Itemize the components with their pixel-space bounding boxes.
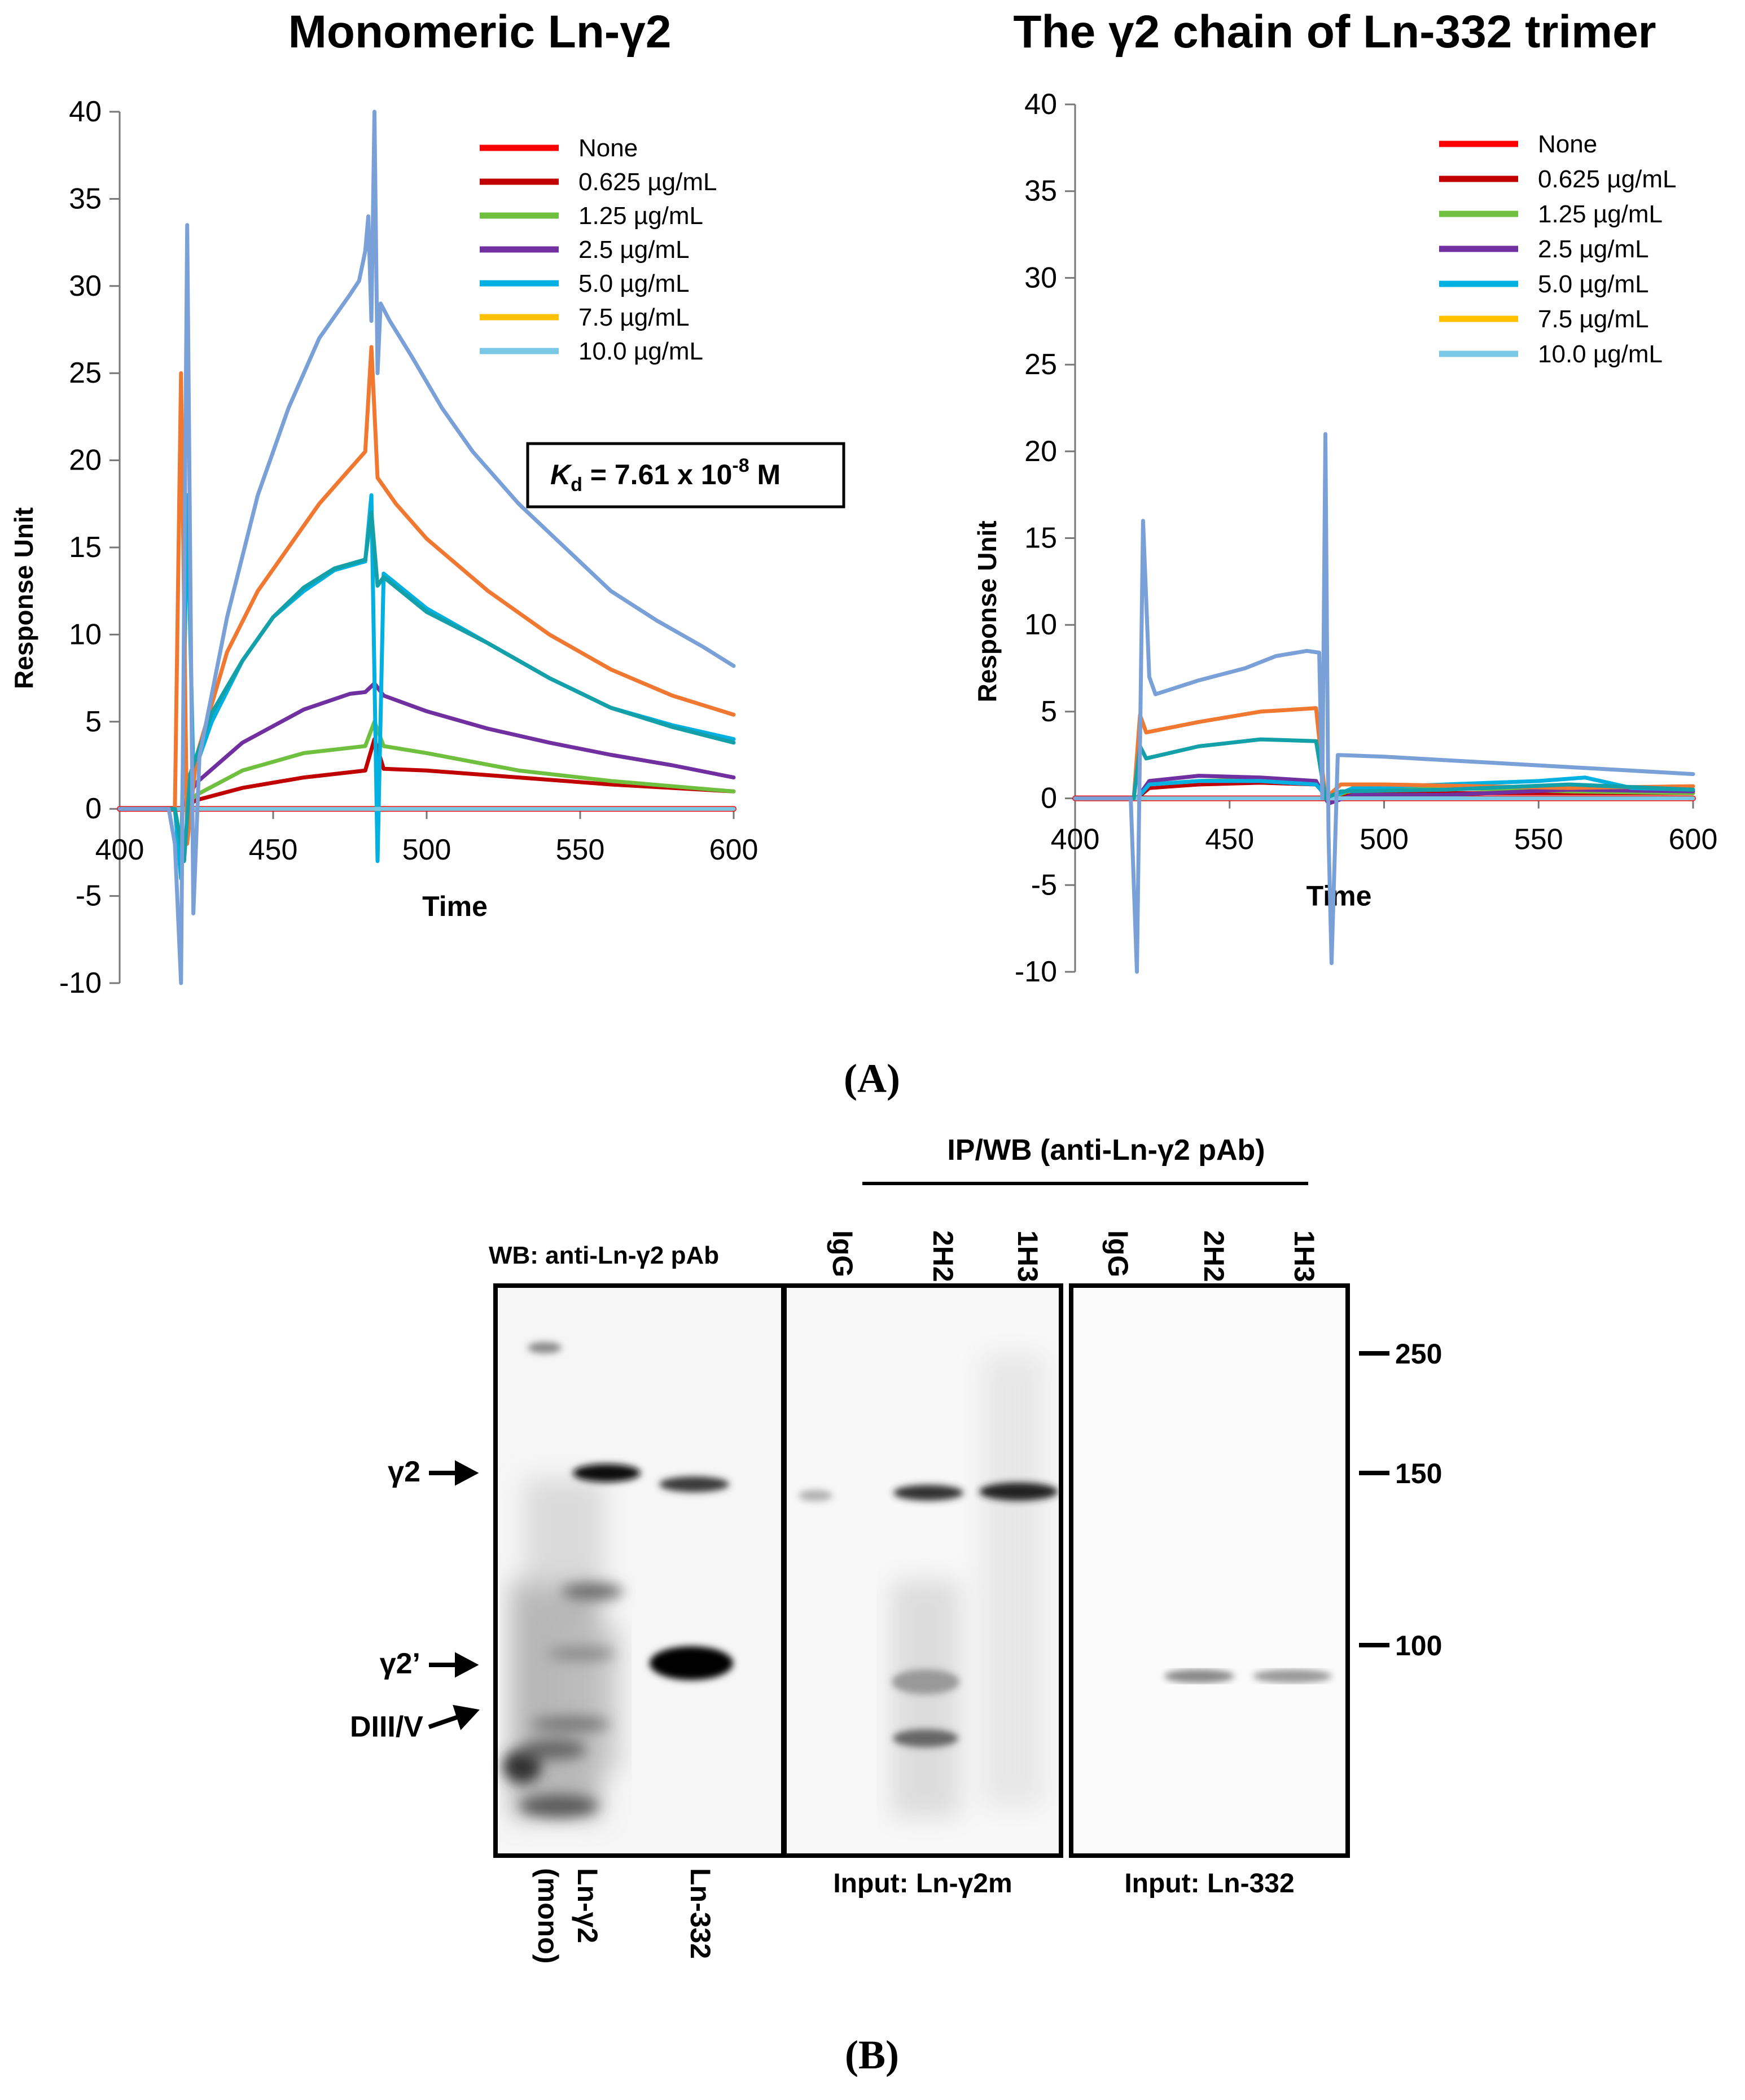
x-tick-label: 400	[95, 834, 144, 866]
x-tick-label: 450	[249, 834, 298, 866]
y-tick-label: 20	[1024, 435, 1057, 468]
legend-label-6: 10.0 µg/mL	[578, 337, 703, 365]
y-tick-label: 10	[1024, 608, 1057, 641]
y-tick-label: 40	[69, 95, 102, 128]
legend-label-3: 2.5 µg/mL	[1538, 235, 1649, 263]
x-tick-label: 550	[556, 834, 605, 866]
y-tick-label: 35	[1024, 175, 1057, 208]
series-line-7	[117, 345, 736, 846]
legend-label-2: 1.25 µg/mL	[1538, 200, 1663, 228]
mw-label-100: 100	[1395, 1630, 1443, 1661]
x-axis-title: Time	[1306, 880, 1372, 912]
x-tick-label: 500	[402, 834, 451, 866]
x-tick-label: 450	[1205, 823, 1254, 856]
chart-right-plot: -10 -5 0 5 10 15 20 25 30 35 40 400 450 500 550 600 Time…	[972, 88, 1718, 988]
blot-right	[1069, 1283, 1350, 1858]
legend-label-2: 1.25 µg/mL	[578, 202, 703, 230]
y-tick-label: -10	[59, 967, 102, 999]
x-tick-label: 400	[1051, 823, 1100, 856]
panel-b-label: (B)	[845, 2032, 899, 2077]
input-label-right: Input: Ln-332	[1124, 1869, 1295, 1899]
x-tick-label: 600	[1669, 823, 1718, 856]
y-tick-label: 30	[69, 270, 102, 302]
y-tick-label: 5	[85, 705, 102, 738]
y-tick-label: 20	[69, 444, 102, 477]
x-tick-label: 550	[1514, 823, 1563, 856]
x-tick-label: 500	[1360, 823, 1409, 856]
blot-left	[493, 1283, 786, 1858]
series-line-1	[117, 737, 736, 811]
band-arrows	[428, 1460, 480, 1730]
western-blot-panel: IP/WB (anti-Ln-γ2 pAb) WB: anti-Ln-γ2 pA…	[0, 1117, 1745, 2100]
series-line-9	[117, 109, 736, 985]
lane-label-mono: (mono)	[532, 1868, 564, 1964]
y-tick-label: 40	[1024, 88, 1057, 121]
x-tick-label: 600	[709, 834, 758, 866]
x-axis-title: Time	[422, 891, 488, 922]
legend-label-3: 2.5 µg/mL	[578, 236, 690, 264]
y-tick-label: 35	[69, 182, 102, 215]
legend-label-5: 7.5 µg/mL	[1538, 305, 1649, 333]
legend-label-4: 5.0 µg/mL	[1538, 270, 1649, 298]
kd-annotation-box	[526, 442, 845, 508]
mw-ticks	[1359, 1351, 1389, 1647]
y-tick-label: 10	[69, 618, 102, 651]
y-tick-label: 5	[1041, 695, 1057, 728]
legend-label-1: 0.625 µg/mL	[1538, 165, 1677, 193]
y-tick-label: 15	[1024, 522, 1057, 555]
y-tick-label: 0	[85, 792, 102, 825]
y-tick-label: -10	[1015, 955, 1057, 988]
panel-a-label: (A)	[844, 1056, 900, 1101]
band-label-g2: γ2	[388, 1455, 420, 1488]
mw-label-150: 150	[1395, 1458, 1443, 1489]
chart-monomeric: Monomeric Ln-γ2 -10 -5 0 5 10 15 20 25 30 35 40 400…	[0, 0, 880, 1027]
lane-label-ln332: Ln-332	[685, 1868, 716, 1959]
legend-label-0: None	[578, 134, 638, 162]
y-tick-label: 30	[1024, 261, 1057, 294]
y-tick-label: 25	[69, 357, 102, 389]
legend-label-1: 0.625 µg/mL	[578, 168, 717, 196]
y-axis-title: Response Unit	[9, 507, 38, 689]
legend-label-6: 10.0 µg/mL	[1538, 340, 1663, 368]
legend-label-4: 5.0 µg/mL	[578, 270, 690, 297]
blot-middle	[782, 1283, 1063, 1858]
y-tick-label: 25	[1024, 348, 1057, 381]
ip-title: IP/WB (anti-Ln-γ2 pAb)	[947, 1134, 1265, 1167]
y-tick-label: -5	[1031, 869, 1057, 901]
legend-label-5: 7.5 µg/mL	[578, 304, 690, 331]
chart-left-title: Monomeric Ln-γ2	[288, 6, 672, 58]
wb-title: WB: anti-Ln-γ2 pAb	[489, 1242, 720, 1269]
kd-annotation-text: Kd = 7.61 x 10-8 M	[550, 455, 781, 496]
y-axis-title: Response Unit	[972, 520, 1002, 702]
band-label-g2prime: γ2’	[379, 1647, 420, 1680]
input-label-mid: Input: Ln-γ2m	[833, 1869, 1012, 1899]
blot-images	[428, 1283, 1389, 1858]
chart-right-title: The γ2 chain of Ln-332 trimer	[1013, 6, 1656, 58]
lane-label-lng2: Ln-γ2	[572, 1868, 603, 1944]
band-label-diiiv: DIII/V	[349, 1711, 423, 1743]
y-tick-label: -5	[76, 880, 102, 913]
mw-label-250: 250	[1395, 1338, 1443, 1370]
chart-trimer: The γ2 chain of Ln-332 trimer -10 -5 0 5 10 1…	[880, 0, 1745, 1027]
chart-left-plot: -10 -5 0 5 10 15 20 25 30 35 40 400 450 500 550 600 Time…	[9, 95, 845, 999]
y-tick-label: 15	[69, 531, 102, 564]
y-tick-label: 0	[1041, 782, 1057, 815]
legend-label-0: None	[1538, 130, 1597, 158]
ip-title-line	[862, 1182, 1308, 1185]
series-line-9	[1073, 432, 1695, 974]
